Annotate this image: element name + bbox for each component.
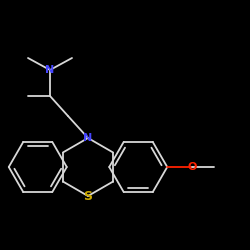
Text: O: O (188, 162, 197, 172)
Text: N: N (84, 133, 92, 143)
Text: S: S (84, 190, 92, 202)
Text: N: N (46, 65, 54, 75)
